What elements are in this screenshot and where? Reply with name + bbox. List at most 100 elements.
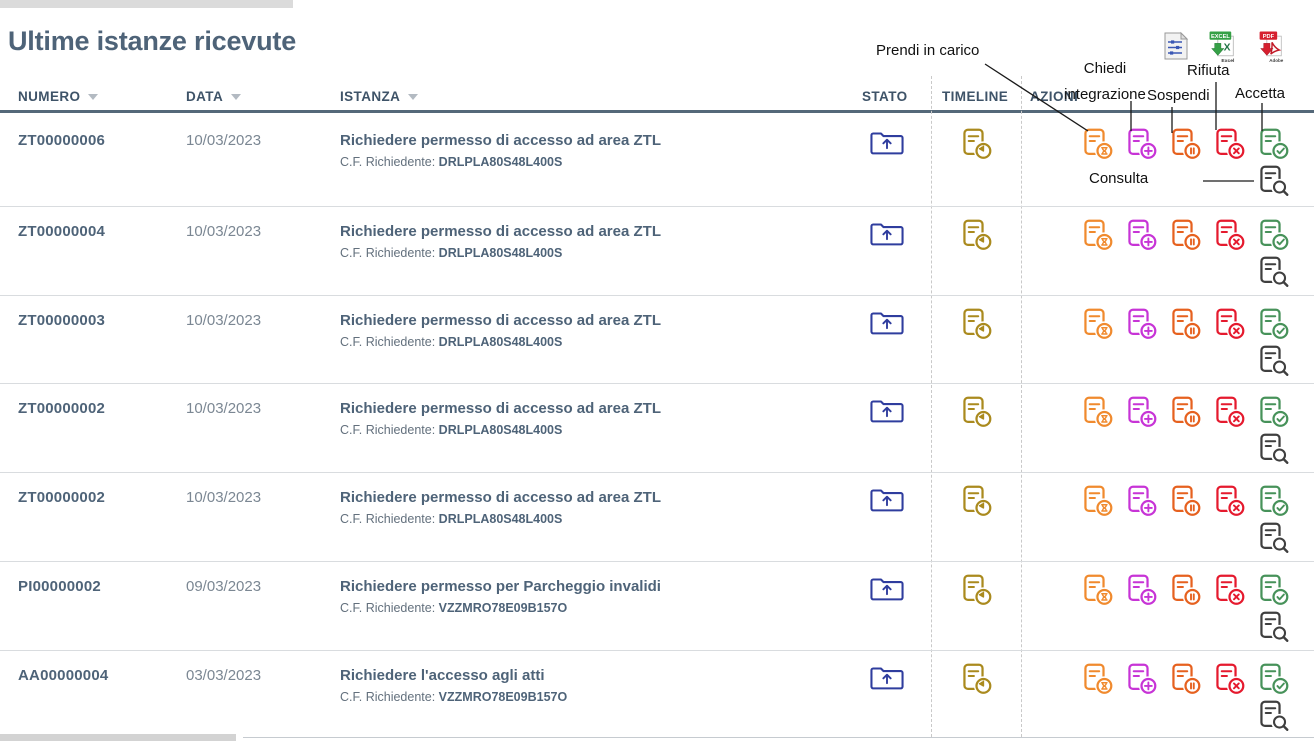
stato-folder-button[interactable] xyxy=(868,663,906,693)
sospendi-button[interactable] xyxy=(1170,573,1201,607)
column-header-numero[interactable]: NUMERO xyxy=(18,89,99,104)
sort-caret-icon xyxy=(88,93,99,100)
timeline-button[interactable] xyxy=(961,218,992,252)
table-row: PI00000002 09/03/2023 Richiedere permess… xyxy=(0,562,1314,651)
timeline-button[interactable] xyxy=(961,484,992,518)
prendi-in-carico-button[interactable] xyxy=(1082,484,1113,518)
consulta-button[interactable] xyxy=(1258,344,1289,378)
cf-label: C.F. Richiedente: xyxy=(340,423,436,437)
chiedi-integrazione-button[interactable] xyxy=(1126,218,1157,252)
table-row: ZT00000004 10/03/2023 Richiedere permess… xyxy=(0,207,1314,296)
table-row: ZT00000006 10/03/2023 Richiedere permess… xyxy=(0,116,1314,207)
accetta-icon xyxy=(1258,484,1289,518)
consulta-button[interactable] xyxy=(1258,699,1289,733)
consulta-button[interactable] xyxy=(1258,255,1289,289)
sospendi-button[interactable] xyxy=(1170,307,1201,341)
cf-label: C.F. Richiedente: xyxy=(340,246,436,260)
row-istanza: Richiedere permesso di accesso ad area Z… xyxy=(340,312,830,349)
accetta-button[interactable] xyxy=(1258,395,1289,429)
accetta-button[interactable] xyxy=(1258,573,1289,607)
row-number: ZT00000003 xyxy=(18,312,106,329)
chiedi-integrazione-icon xyxy=(1126,484,1157,518)
timeline-button[interactable] xyxy=(961,395,992,429)
sospendi-icon xyxy=(1170,307,1201,341)
horizontal-scrollbar-top-thumb[interactable] xyxy=(0,0,293,8)
azioni-cell xyxy=(1082,484,1292,560)
prendi-in-carico-button[interactable] xyxy=(1082,573,1113,607)
timeline-clock-icon xyxy=(961,573,992,607)
consulta-button[interactable] xyxy=(1258,164,1289,198)
svg-text:PDF: PDF xyxy=(1263,34,1275,40)
chiedi-integrazione-button[interactable] xyxy=(1126,127,1157,161)
prendi-in-carico-button[interactable] xyxy=(1082,218,1113,252)
chiedi-integrazione-button[interactable] xyxy=(1126,307,1157,341)
rifiuta-button[interactable] xyxy=(1214,662,1245,696)
horizontal-scrollbar-bottom-thumb[interactable] xyxy=(0,734,236,741)
export-excel-button[interactable]: EXCEL X Excel xyxy=(1208,31,1240,64)
prendi-in-carico-button[interactable] xyxy=(1082,127,1113,161)
row-istanza: Richiedere permesso di accesso ad area Z… xyxy=(340,400,830,437)
folder-upload-icon xyxy=(868,219,906,249)
sospendi-button[interactable] xyxy=(1170,662,1201,696)
consulta-button[interactable] xyxy=(1258,610,1289,644)
stato-folder-button[interactable] xyxy=(868,128,906,158)
column-header-istanza[interactable]: ISTANZA xyxy=(340,89,419,104)
accetta-button[interactable] xyxy=(1258,307,1289,341)
accetta-button[interactable] xyxy=(1258,127,1289,161)
stato-folder-button[interactable] xyxy=(868,396,906,426)
istanza-title: Richiedere l'accesso agli atti xyxy=(340,667,545,684)
folder-upload-icon xyxy=(868,485,906,515)
azioni-cell xyxy=(1082,307,1292,383)
cf-value: DRLPLA80S48L400S xyxy=(438,246,563,260)
sospendi-button[interactable] xyxy=(1170,127,1201,161)
chiedi-integrazione-button[interactable] xyxy=(1126,395,1157,429)
action-buttons xyxy=(1082,127,1292,161)
column-header-data[interactable]: DATA xyxy=(186,89,242,104)
rifiuta-button[interactable] xyxy=(1214,218,1245,252)
rifiuta-button[interactable] xyxy=(1214,484,1245,518)
chiedi-integrazione-button[interactable] xyxy=(1126,484,1157,518)
accetta-button[interactable] xyxy=(1258,662,1289,696)
sospendi-button[interactable] xyxy=(1170,484,1201,518)
stato-folder-button[interactable] xyxy=(868,308,906,338)
prendi-in-carico-button[interactable] xyxy=(1082,395,1113,429)
row-istanza: Richiedere permesso per Parcheggio inval… xyxy=(340,578,830,615)
timeline-button[interactable] xyxy=(961,127,992,161)
chiedi-integrazione-button[interactable] xyxy=(1126,662,1157,696)
consulta-button[interactable] xyxy=(1258,521,1289,555)
sospendi-button[interactable] xyxy=(1170,395,1201,429)
prendi-in-carico-button[interactable] xyxy=(1082,307,1113,341)
sort-caret-icon xyxy=(231,93,242,100)
stato-folder-button[interactable] xyxy=(868,485,906,515)
prendi-in-carico-button[interactable] xyxy=(1082,662,1113,696)
consulta-search-icon xyxy=(1258,521,1289,555)
svg-text:X: X xyxy=(1224,43,1231,54)
export-pdf-button[interactable]: PDF Adobe xyxy=(1256,31,1288,63)
column-label: NUMERO xyxy=(18,89,81,104)
table-row: ZT00000003 10/03/2023 Richiedere permess… xyxy=(0,296,1314,384)
stato-folder-button[interactable] xyxy=(868,574,906,604)
rifiuta-button[interactable] xyxy=(1214,573,1245,607)
sospendi-icon xyxy=(1170,662,1201,696)
timeline-clock-icon xyxy=(961,662,992,696)
accetta-button[interactable] xyxy=(1258,484,1289,518)
rifiuta-icon xyxy=(1214,218,1245,252)
timeline-button[interactable] xyxy=(961,307,992,341)
column-header-azioni: AZIONI xyxy=(1030,89,1078,104)
column-divider xyxy=(931,76,932,737)
istanza-title: Richiedere permesso di accesso ad area Z… xyxy=(340,132,661,149)
istanza-title: Richiedere permesso di accesso ad area Z… xyxy=(340,400,661,417)
table-settings-button[interactable] xyxy=(1160,31,1192,63)
column-label: STATO xyxy=(862,89,908,104)
accetta-button[interactable] xyxy=(1258,218,1289,252)
chiedi-integrazione-button[interactable] xyxy=(1126,573,1157,607)
istanza-cf: C.F. Richiedente: DRLPLA80S48L400S xyxy=(340,246,830,260)
rifiuta-button[interactable] xyxy=(1214,307,1245,341)
stato-folder-button[interactable] xyxy=(868,219,906,249)
timeline-button[interactable] xyxy=(961,662,992,696)
sospendi-button[interactable] xyxy=(1170,218,1201,252)
consulta-button[interactable] xyxy=(1258,432,1289,466)
timeline-button[interactable] xyxy=(961,573,992,607)
rifiuta-button[interactable] xyxy=(1214,395,1245,429)
rifiuta-button[interactable] xyxy=(1214,127,1245,161)
